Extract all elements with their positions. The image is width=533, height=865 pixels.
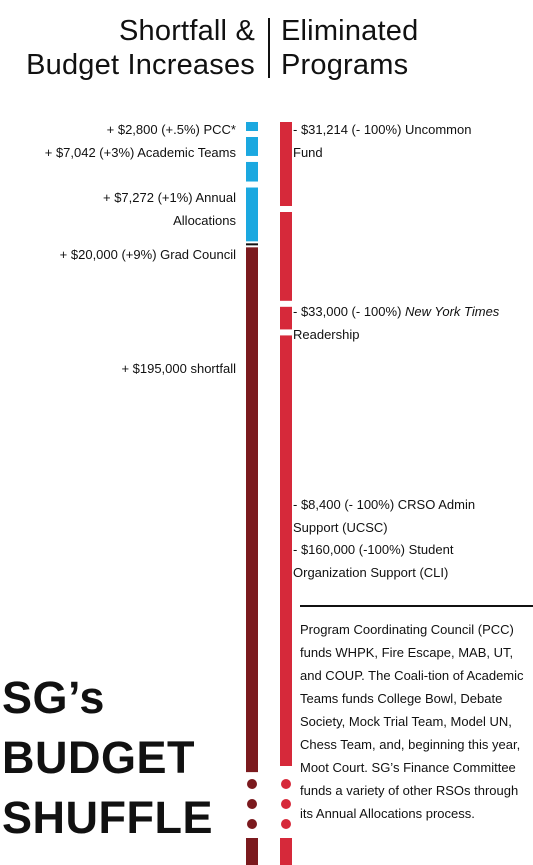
label-shortfall-line: + $195,000 shortfall bbox=[121, 361, 236, 376]
label-crso-line-1: - $8,400 (- 100%) CRSO Admin bbox=[293, 497, 476, 512]
continuation-dot-2-2 bbox=[281, 799, 291, 809]
header-right-line-2: Programs bbox=[281, 49, 409, 81]
bar-shortfall bbox=[246, 247, 258, 773]
label-cli-line-2: Organization Support (CLI) bbox=[293, 565, 449, 580]
bar-continuation-1 bbox=[246, 838, 258, 865]
label-annual-allocations: + $7,272 (+1%) Annual Allocations bbox=[103, 186, 236, 232]
label-uncommon-fund: - $31,214 (- 100%) Uncommon Fund bbox=[293, 118, 471, 164]
header-left: Shortfall & Budget Increases bbox=[26, 14, 255, 82]
bar-continuation-2 bbox=[280, 838, 292, 865]
label-academic-teams: + $7,042 (+3%) Academic Teams bbox=[45, 141, 236, 164]
label-pcc-line: + $2,800 (+.5%) PCC* bbox=[106, 122, 236, 137]
label-shortfall: + $195,000 shortfall bbox=[121, 357, 236, 380]
bar-grad-council bbox=[246, 187, 258, 242]
label-cli-line-1: - $160,000 (-100%) Student bbox=[293, 542, 454, 557]
label-nyt-readership: - $33,000 (- 100%) New York Times Reader… bbox=[293, 300, 499, 346]
bar-uncommon-fund bbox=[280, 122, 292, 207]
bar-cli-support bbox=[280, 335, 292, 766]
bar-crso-admin bbox=[280, 306, 292, 330]
label-nyt-line-1: - $33,000 (- 100%) New York Times bbox=[293, 300, 499, 323]
header-left-line-1: Shortfall & bbox=[119, 15, 255, 47]
bar-pcc bbox=[246, 122, 258, 131]
header-right-line-1: Eliminated bbox=[281, 15, 419, 47]
label-uncommon-fund-line-1: - $31,214 (- 100%) Uncommon bbox=[293, 122, 472, 137]
label-crso-line-2: Support (UCSC) bbox=[293, 520, 388, 535]
title-line-2: BUDGET bbox=[2, 732, 195, 783]
label-academic-teams-line: + $7,042 (+3%) Academic Teams bbox=[44, 145, 236, 160]
continuation-dot-1-3 bbox=[247, 819, 257, 829]
label-grad-council: + $20,000 (+9%) Grad Council bbox=[60, 243, 236, 266]
label-crso-admin: - $8,400 (- 100%) CRSO Admin Support (UC… bbox=[293, 493, 475, 539]
continuation-dot-1-2 bbox=[247, 799, 257, 809]
label-nyt-pre: - $33,000 (- 100%) bbox=[293, 304, 406, 319]
bar-annual-allocations bbox=[246, 161, 258, 182]
continuation-dot-1-1 bbox=[247, 779, 257, 789]
continuation-dot-2-1 bbox=[281, 779, 291, 789]
label-nyt-italic: New York Times bbox=[405, 304, 500, 319]
note-divider bbox=[300, 605, 533, 607]
bar-academic-teams bbox=[246, 137, 258, 156]
separator-line bbox=[246, 243, 258, 246]
bar-nyt-readership bbox=[280, 212, 292, 301]
header-right: Eliminated Programs bbox=[281, 14, 418, 82]
page-title: SG’s BUDGET SHUFFLE bbox=[2, 668, 213, 848]
footnote: Program Coordinating Council (PCC) funds… bbox=[300, 622, 524, 821]
label-annual-allocations-line-2: Allocations bbox=[173, 213, 236, 228]
label-cli-support: - $160,000 (-100%) Student Organization … bbox=[293, 538, 453, 584]
label-uncommon-fund-line-2: Fund bbox=[293, 145, 323, 160]
title-line-1: SG’s bbox=[2, 672, 105, 723]
label-annual-allocations-line-1: + $7,272 (+1%) Annual bbox=[103, 190, 236, 205]
header-left-line-2: Budget Increases bbox=[26, 49, 255, 81]
label-pcc: + $2,800 (+.5%) PCC* bbox=[107, 118, 236, 141]
header-divider bbox=[268, 18, 270, 78]
continuation-dot-2-3 bbox=[281, 819, 291, 829]
title-line-3: SHUFFLE bbox=[2, 792, 213, 843]
label-grad-council-line: + $20,000 (+9%) Grad Council bbox=[59, 247, 236, 262]
label-nyt-line-2: Readership bbox=[293, 327, 360, 342]
